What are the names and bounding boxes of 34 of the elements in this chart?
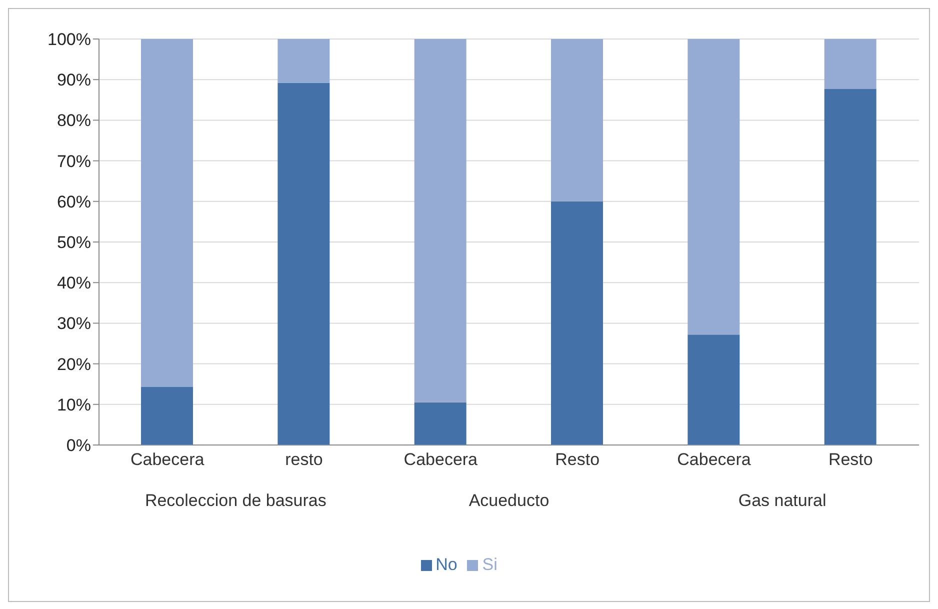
y-tick-label: 40% xyxy=(56,274,91,293)
y-tick-label: 50% xyxy=(56,233,91,252)
legend-label: No xyxy=(436,555,458,574)
y-tick-label: 100% xyxy=(48,30,91,50)
bar xyxy=(688,334,740,445)
text: Gas natural xyxy=(737,491,828,511)
bar xyxy=(688,39,740,335)
y-tick-label: 0% xyxy=(66,436,91,456)
x-tick-label: Cabecera xyxy=(404,450,478,470)
y-tick-label: 30% xyxy=(56,314,91,334)
x-tick-label: Resto xyxy=(555,450,600,470)
bar xyxy=(278,39,330,83)
x-tick-label: Cabecera xyxy=(677,450,752,470)
y-tick-label: 70% xyxy=(56,152,91,171)
y-tick-label: 10% xyxy=(56,395,91,414)
bar xyxy=(141,386,193,445)
legend-label: Si xyxy=(482,555,498,574)
bar xyxy=(141,39,193,387)
bar xyxy=(551,39,603,202)
bar xyxy=(824,88,876,445)
bar xyxy=(414,39,466,402)
x-tick-label: Resto xyxy=(828,450,873,470)
y-tick-label: 90% xyxy=(56,70,91,90)
bar xyxy=(278,82,330,445)
bar xyxy=(824,39,876,89)
x-tick-label: Cabecera xyxy=(130,450,205,470)
text: Recoleccion de basuras xyxy=(144,491,328,511)
text: Acueducto xyxy=(468,491,550,511)
y-tick-label: 80% xyxy=(56,111,91,130)
y-tick-label: 60% xyxy=(56,192,91,212)
y-tick-label: 20% xyxy=(56,354,91,374)
x-tick-label: resto xyxy=(285,450,323,470)
bar xyxy=(414,402,466,445)
bar xyxy=(551,201,603,445)
